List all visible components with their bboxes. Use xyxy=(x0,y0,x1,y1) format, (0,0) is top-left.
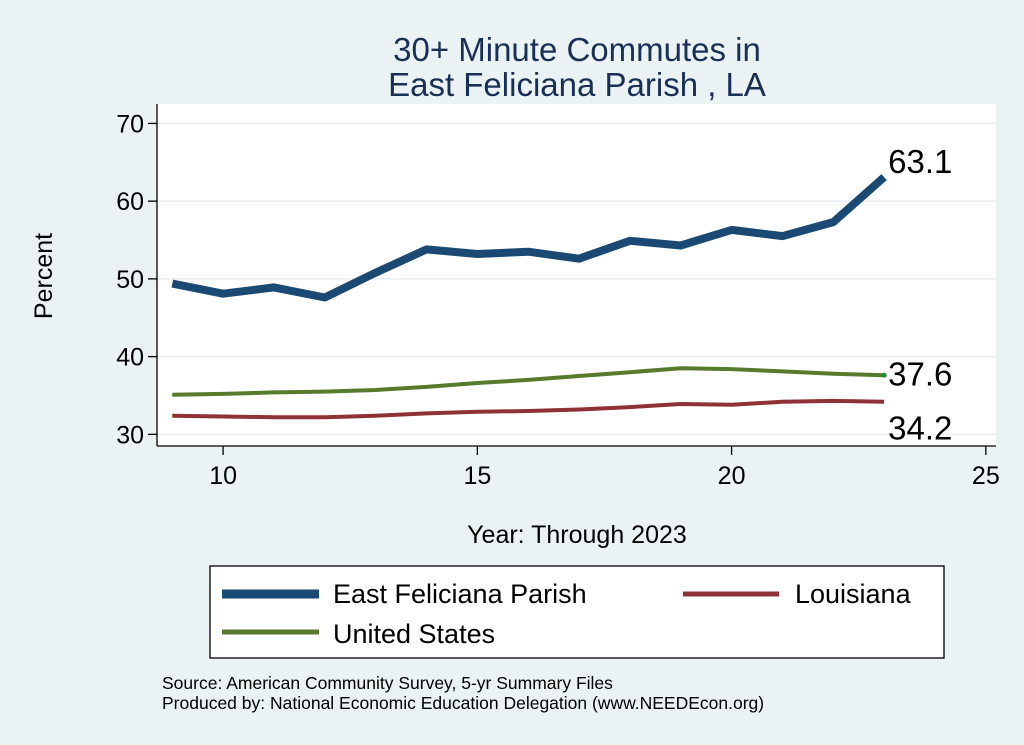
legend-label-louisiana: Louisiana xyxy=(795,579,912,609)
chart-title-line-1: 30+ Minute Commutes in xyxy=(393,31,761,68)
series-line-louisiana xyxy=(172,398,885,420)
y-tick-label-60: 60 xyxy=(116,188,144,216)
axes: 30 40 50 60 70 10 15 20 25 xyxy=(116,104,1000,490)
series-line-united-states xyxy=(172,366,885,397)
legend-box xyxy=(209,565,945,659)
x-tick-label-25: 25 xyxy=(972,462,1000,490)
legend-label-united-states: United States xyxy=(333,619,495,649)
endpoint-marker-united-states xyxy=(881,372,887,378)
y-tick-label-70: 70 xyxy=(116,110,144,138)
plot-area xyxy=(157,104,996,446)
series-line-east-feliciana-parish xyxy=(171,174,887,302)
end-label-east-feliciana-parish: 63.1 xyxy=(888,143,952,180)
chart-title-line-2: East Feliciana Parish , LA xyxy=(388,66,766,103)
end-label-united-states: 37.6 xyxy=(888,355,952,392)
y-tick-label-40: 40 xyxy=(116,344,144,372)
produced-by-note: Produced by: National Economic Education… xyxy=(162,693,764,713)
x-tick-label-10: 10 xyxy=(209,462,237,490)
legend-label-east-feliciana: East Feliciana Parish xyxy=(333,579,587,609)
series-lines xyxy=(171,174,887,420)
y-tick-label-30: 30 xyxy=(116,421,144,449)
y-tick-label-50: 50 xyxy=(116,266,144,294)
end-labels: 63.1 37.6 34.2 xyxy=(888,143,952,447)
x-axis-label: Year: Through 2023 xyxy=(467,521,687,549)
y-axis-label: Percent xyxy=(30,233,58,319)
x-tick-label-15: 15 xyxy=(463,462,491,490)
x-tick-label-20: 20 xyxy=(718,462,746,490)
end-label-louisiana: 34.2 xyxy=(888,410,952,447)
source-note: Source: American Community Survey, 5-yr … xyxy=(162,673,613,693)
